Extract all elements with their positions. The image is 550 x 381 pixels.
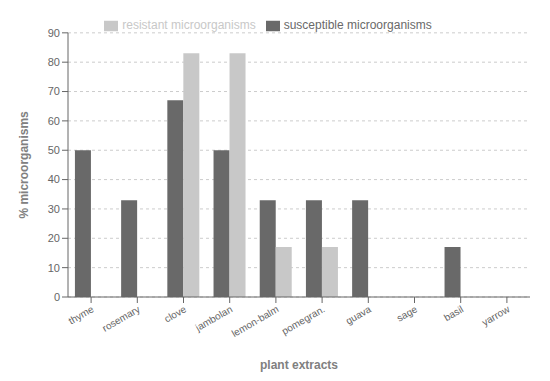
svg-text:sage: sage <box>395 303 420 324</box>
svg-text:% microorganisms: % microorganisms <box>17 111 31 219</box>
svg-text:lemon-balm: lemon-balm <box>230 303 281 339</box>
html-text:resistant microorganisms: resistant microorganisms <box>122 18 256 32</box>
svg-text:0: 0 <box>54 291 60 303</box>
svg-text:pomegran.: pomegran. <box>280 303 327 336</box>
svg-text:guava: guava <box>344 303 373 326</box>
svg-text:yarrow: yarrow <box>480 303 512 328</box>
svg-text:rosemary: rosemary <box>100 303 142 333</box>
svg-text:jambolan: jambolan <box>193 303 235 333</box>
html-text:susceptible microorganisms: susceptible microorganisms <box>283 18 432 32</box>
svg-text:80: 80 <box>48 56 60 68</box>
svg-text:20: 20 <box>48 232 60 244</box>
svg-text:basil: basil <box>442 303 465 323</box>
svg-text:40: 40 <box>48 173 60 185</box>
svg-text:10: 10 <box>48 262 60 274</box>
svg-text:60: 60 <box>48 115 60 127</box>
svg-text:30: 30 <box>48 203 60 215</box>
svg-text:clove: clove <box>162 303 188 324</box>
svg-text:plant extracts: plant extracts <box>260 358 338 372</box>
svg-text:90: 90 <box>48 27 60 39</box>
svg-text:thyme: thyme <box>67 303 96 326</box>
svg-text:70: 70 <box>48 85 60 97</box>
svg-text:50: 50 <box>48 144 60 156</box>
